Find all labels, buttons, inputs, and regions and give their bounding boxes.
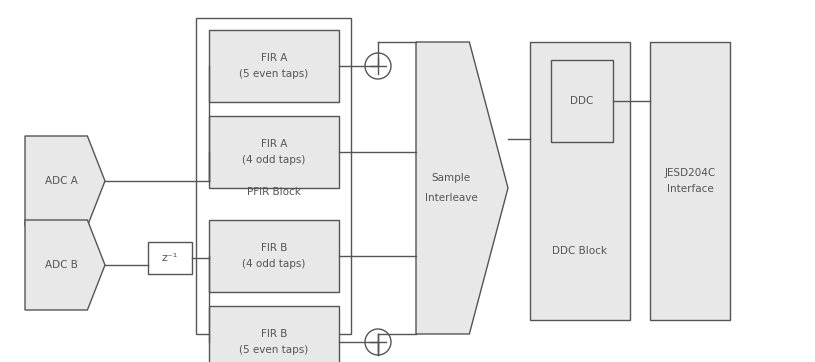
Polygon shape — [25, 220, 105, 310]
Text: JESD204C: JESD204C — [664, 168, 716, 178]
Text: FIR B: FIR B — [261, 329, 287, 339]
Bar — [209, 306, 339, 362]
Bar — [148, 242, 192, 274]
Text: Interleave: Interleave — [425, 193, 478, 203]
Text: Sample: Sample — [431, 173, 470, 183]
Text: DDC: DDC — [570, 96, 593, 106]
Text: (5 even taps): (5 even taps) — [240, 69, 309, 79]
Text: (4 odd taps): (4 odd taps) — [242, 155, 306, 165]
Text: ADC A: ADC A — [45, 176, 77, 186]
Text: Interface: Interface — [667, 184, 713, 194]
Circle shape — [365, 53, 391, 79]
Text: DDC Block: DDC Block — [553, 245, 607, 256]
Polygon shape — [416, 42, 508, 334]
Text: ADC B: ADC B — [45, 260, 77, 270]
Text: (5 even taps): (5 even taps) — [240, 345, 309, 355]
Text: FIR B: FIR B — [261, 243, 287, 253]
Circle shape — [365, 329, 391, 355]
Bar — [209, 220, 339, 292]
Bar — [209, 30, 339, 102]
Bar — [196, 18, 351, 334]
Text: PFIR Block: PFIR Block — [247, 187, 301, 197]
Text: FIR A: FIR A — [261, 139, 287, 149]
Bar — [650, 42, 730, 320]
Text: (4 odd taps): (4 odd taps) — [242, 259, 306, 269]
Bar — [530, 42, 630, 320]
Text: FIR A: FIR A — [261, 53, 287, 63]
Bar — [551, 60, 613, 142]
Text: z⁻¹: z⁻¹ — [162, 253, 178, 263]
Bar — [209, 116, 339, 188]
Polygon shape — [25, 136, 105, 226]
